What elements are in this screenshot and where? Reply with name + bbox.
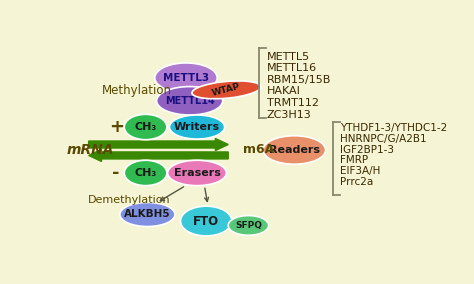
Ellipse shape [170, 115, 225, 139]
Text: METTL5: METTL5 [267, 52, 310, 62]
Text: HNRNPC/G/A2B1: HNRNPC/G/A2B1 [340, 133, 427, 144]
Ellipse shape [192, 81, 261, 99]
Text: FMRP: FMRP [340, 155, 368, 166]
Ellipse shape [263, 136, 326, 164]
FancyArrow shape [89, 149, 228, 162]
Text: Readers: Readers [269, 145, 320, 155]
Ellipse shape [156, 87, 223, 115]
Ellipse shape [168, 160, 227, 186]
Text: ALKBH5: ALKBH5 [124, 210, 171, 220]
Text: Prrc2a: Prrc2a [340, 177, 374, 187]
Text: mRNA: mRNA [66, 143, 114, 157]
Text: EIF3A/H: EIF3A/H [340, 166, 381, 176]
Text: RBM15/15B: RBM15/15B [267, 75, 331, 85]
Text: CH₃: CH₃ [135, 122, 157, 132]
FancyArrow shape [89, 139, 228, 151]
Ellipse shape [124, 160, 167, 186]
Text: METTL16: METTL16 [267, 63, 317, 73]
Text: IGF2BP1-3: IGF2BP1-3 [340, 145, 394, 154]
Ellipse shape [120, 202, 175, 227]
Text: FTO: FTO [193, 214, 219, 227]
Text: +: + [109, 118, 124, 136]
Ellipse shape [228, 216, 269, 235]
Text: METTL3: METTL3 [163, 73, 209, 83]
Text: METTL14: METTL14 [165, 96, 215, 106]
Ellipse shape [181, 206, 232, 236]
Text: m6A: m6A [243, 143, 274, 156]
Text: WTAP: WTAP [211, 82, 242, 98]
Text: CH₃: CH₃ [135, 168, 157, 178]
Text: Methylation: Methylation [101, 84, 172, 97]
Text: TRMT112: TRMT112 [267, 98, 319, 108]
Text: ZC3H13: ZC3H13 [267, 110, 311, 120]
Ellipse shape [155, 63, 217, 93]
Text: -: - [112, 164, 120, 182]
Text: Demethylation: Demethylation [88, 195, 170, 205]
Text: YTHDF1-3/YTHDC1-2: YTHDF1-3/YTHDC1-2 [340, 123, 447, 133]
Text: HAKAI: HAKAI [267, 86, 301, 96]
Ellipse shape [124, 114, 167, 140]
Text: Writers: Writers [174, 122, 220, 132]
Text: Erasers: Erasers [173, 168, 220, 178]
Text: SFPQ: SFPQ [235, 221, 262, 230]
